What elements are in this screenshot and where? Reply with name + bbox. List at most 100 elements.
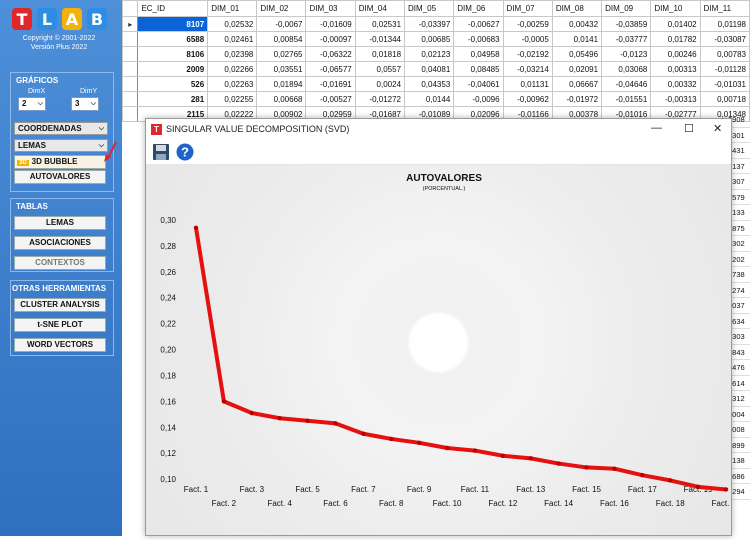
table-cell[interactable]: 0,0557 xyxy=(354,61,406,77)
table-cell[interactable]: -0,01691 xyxy=(305,76,356,92)
table-cell[interactable]: -0,03087 xyxy=(699,31,750,47)
table-cell[interactable]: -0,00962 xyxy=(502,91,553,107)
table-cell[interactable]: 0,02266 xyxy=(207,61,258,77)
coordenadas-select[interactable]: COORDENADAS ⌵ xyxy=(14,122,108,135)
table-cell[interactable]: -0,01972 xyxy=(551,91,603,107)
table-cell[interactable]: -0,0123 xyxy=(601,46,652,62)
table-cell[interactable]: -0,00313 xyxy=(650,91,701,107)
table-cell[interactable]: 0,02255 xyxy=(207,91,258,107)
table-cell[interactable]: -0,0067 xyxy=(256,16,307,32)
table-cell[interactable]: -0,03859 xyxy=(601,16,652,32)
table-cell[interactable]: -0,03397 xyxy=(404,16,455,32)
window-titlebar[interactable]: T SINGULAR VALUE DECOMPOSITION (SVD) — ☐… xyxy=(146,119,731,139)
col-header[interactable]: DIM_10 xyxy=(650,0,701,17)
table-row[interactable]: 6588 0,02461 0,00854 -0,00097 -0,01344 0,0068… xyxy=(122,31,750,47)
col-header[interactable]: DIM_07 xyxy=(502,0,553,17)
table-row[interactable]: ▸ 8107 0,02532 -0,0067 -0,01609 0,02531 -0,033… xyxy=(122,16,750,32)
table-cell[interactable]: -0,0096 xyxy=(453,91,504,107)
col-header[interactable]: DIM_04 xyxy=(354,0,406,17)
table-cell[interactable]: -0,01272 xyxy=(354,91,406,107)
table-cell[interactable]: -0,00683 xyxy=(453,31,504,47)
table-row[interactable]: 8106 0,02398 0,02765 -0,06322 0,01818 0,02123… xyxy=(122,46,750,62)
lemas-button[interactable]: LEMAS xyxy=(14,216,106,230)
table-cell[interactable]: 0,00718 xyxy=(699,91,750,107)
table-cell[interactable]: 0,00246 xyxy=(650,46,701,62)
table-row[interactable]: 281 0,02255 0,00668 -0,00527 -0,01272 0,0144-… xyxy=(122,91,750,107)
table-cell[interactable]: -0,06322 xyxy=(305,46,356,62)
help-icon[interactable]: ? xyxy=(176,143,194,161)
table-cell[interactable]: -0,00627 xyxy=(453,16,504,32)
table-cell[interactable]: -0,00259 xyxy=(502,16,553,32)
table-cell[interactable]: -0,04646 xyxy=(601,76,652,92)
col-header[interactable]: DIM_03 xyxy=(305,0,356,17)
asociaciones-button[interactable]: ASOCIACIONES xyxy=(14,236,106,250)
table-cell[interactable]: 0,08485 xyxy=(453,61,504,77)
table-cell[interactable]: -0,02192 xyxy=(502,46,553,62)
table-cell[interactable]: -0,03214 xyxy=(502,61,553,77)
ec-id-cell[interactable]: 8107 xyxy=(137,16,209,32)
table-cell[interactable]: -0,00527 xyxy=(305,91,356,107)
lemas-select[interactable]: LEMAS ⌵ xyxy=(14,139,108,152)
tsne-plot-button[interactable]: t-SNE PLOT xyxy=(14,318,106,332)
table-cell[interactable]: -0,03777 xyxy=(601,31,652,47)
dimy-select[interactable]: 3 ⌵ xyxy=(71,97,99,111)
table-cell[interactable]: 0,02461 xyxy=(207,31,258,47)
ec-id-cell[interactable]: 281 xyxy=(137,91,209,107)
table-cell[interactable]: 0,02765 xyxy=(256,46,307,62)
table-cell[interactable]: 0,00783 xyxy=(699,46,750,62)
close-button[interactable]: ✕ xyxy=(713,123,723,135)
table-cell[interactable]: 0,0024 xyxy=(354,76,406,92)
table-cell[interactable]: 0,03551 xyxy=(256,61,307,77)
col-header[interactable]: DIM_05 xyxy=(404,0,455,17)
save-icon[interactable] xyxy=(152,143,170,161)
table-cell[interactable]: 0,00854 xyxy=(256,31,307,47)
table-cell[interactable]: 0,02091 xyxy=(551,61,603,77)
table-row[interactable]: 526 0,02263 0,01894 -0,01691 0,0024 0,04353 -0… xyxy=(122,76,750,92)
table-cell[interactable]: 0,01818 xyxy=(354,46,406,62)
table-cell[interactable]: 0,00685 xyxy=(404,31,455,47)
table-cell[interactable]: 0,02531 xyxy=(354,16,406,32)
ec-id-cell[interactable]: 8106 xyxy=(137,46,209,62)
table-cell[interactable]: -0,01344 xyxy=(354,31,406,47)
table-cell[interactable]: 0,00432 xyxy=(551,16,603,32)
table-cell[interactable]: 0,05496 xyxy=(551,46,603,62)
table-cell[interactable]: 0,01894 xyxy=(256,76,307,92)
table-row[interactable]: 2009 0,02266 0,03551 -0,06577 0,0557 0,04081 0… xyxy=(122,61,750,77)
table-cell[interactable]: 0,01131 xyxy=(502,76,553,92)
table-cell[interactable]: -0,01031 xyxy=(699,76,750,92)
table-cell[interactable]: -0,00097 xyxy=(305,31,356,47)
contextos-button[interactable]: CONTEXTOS xyxy=(14,256,106,270)
dimx-select[interactable]: 2 ⌵ xyxy=(18,97,46,111)
col-header[interactable]: DIM_02 xyxy=(256,0,307,17)
table-cell[interactable]: 0,00332 xyxy=(650,76,701,92)
table-cell[interactable]: 0,01402 xyxy=(650,16,701,32)
table-cell[interactable]: 0,02398 xyxy=(207,46,258,62)
col-header[interactable]: EC_ID xyxy=(137,0,209,17)
table-cell[interactable]: 0,04081 xyxy=(404,61,455,77)
col-header[interactable]: DIM_08 xyxy=(551,0,603,17)
table-cell[interactable]: 0,0144 xyxy=(404,91,455,107)
col-header[interactable]: DIM_06 xyxy=(453,0,504,17)
table-cell[interactable]: -0,01609 xyxy=(305,16,356,32)
table-cell[interactable]: -0,04061 xyxy=(453,76,504,92)
table-cell[interactable]: -0,06577 xyxy=(305,61,356,77)
table-cell[interactable]: 0,04958 xyxy=(453,46,504,62)
table-cell[interactable]: -0,01128 xyxy=(699,61,750,77)
ec-id-cell[interactable]: 2009 xyxy=(137,61,209,77)
table-cell[interactable]: 0,03068 xyxy=(601,61,652,77)
table-cell[interactable]: 0,00668 xyxy=(256,91,307,107)
table-cell[interactable]: 0,01782 xyxy=(650,31,701,47)
ec-id-cell[interactable]: 6588 xyxy=(137,31,209,47)
table-cell[interactable]: 0,04353 xyxy=(404,76,455,92)
col-header[interactable]: DIM_11 xyxy=(699,0,750,17)
word-vectors-button[interactable]: WORD VECTORS xyxy=(14,338,106,352)
autovalores-button[interactable]: AUTOVALORES xyxy=(14,170,106,184)
ec-id-cell[interactable]: 526 xyxy=(137,76,209,92)
col-header[interactable]: DIM_09 xyxy=(601,0,652,17)
col-header[interactable]: DIM_01 xyxy=(207,0,258,17)
table-cell[interactable]: 0,0141 xyxy=(551,31,603,47)
table-cell[interactable]: 0,02263 xyxy=(207,76,258,92)
minimize-button[interactable]: — xyxy=(651,122,662,134)
table-cell[interactable]: 0,02532 xyxy=(207,16,258,32)
